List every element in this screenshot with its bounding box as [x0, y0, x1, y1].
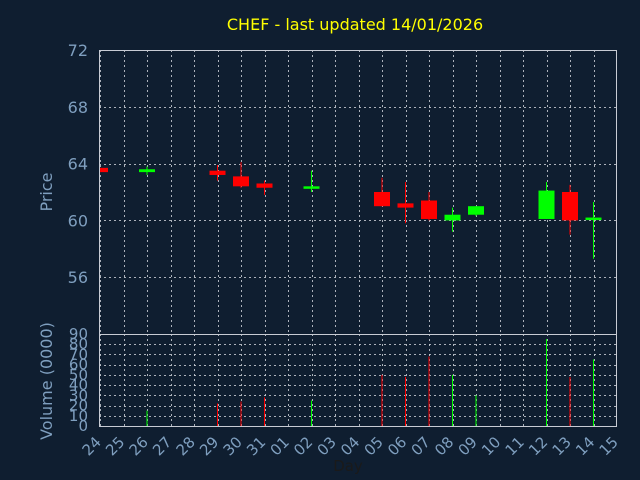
- candle-31: [256, 180, 273, 195]
- x-tick-label: 25: [102, 433, 128, 459]
- candle-body: [256, 183, 273, 188]
- x-tick-label: 05: [361, 433, 387, 459]
- candle-body: [303, 186, 320, 189]
- candle-14: [585, 201, 602, 259]
- volume-grid: [99, 334, 616, 427]
- price-tick-label: 72: [68, 41, 88, 60]
- x-tick-label: 02: [290, 433, 316, 459]
- volume-axis-label: Volume (0000): [37, 322, 56, 440]
- x-tick-label: 01: [267, 433, 293, 459]
- candle-02: [303, 170, 320, 192]
- x-tick-label: 07: [408, 433, 434, 459]
- x-tick-label: 24: [79, 433, 105, 459]
- candle-26: [139, 166, 155, 175]
- candle-08: [444, 207, 461, 232]
- price-axis-label: Price: [37, 172, 56, 211]
- volume-tick-label: 30: [69, 386, 88, 404]
- price-tick-label: 68: [68, 98, 88, 117]
- candle-09: [468, 206, 484, 217]
- x-axis-label: Day: [333, 457, 363, 475]
- candle-body: [233, 176, 249, 187]
- x-tick-label: 14: [572, 433, 598, 459]
- volume-tick-label: 60: [69, 356, 88, 374]
- candle-body: [538, 190, 555, 219]
- x-tick-label: 03: [314, 433, 340, 459]
- x-tick-label: 15: [596, 433, 622, 459]
- candle-body: [374, 192, 390, 207]
- x-tick-label: 29: [196, 433, 222, 459]
- candle-body: [421, 200, 437, 219]
- candle-05: [374, 177, 390, 207]
- x-tick-label: 11: [502, 433, 528, 459]
- x-tick-label: 27: [149, 433, 175, 459]
- candle-body: [397, 203, 414, 208]
- price-tick-label: 64: [68, 155, 88, 174]
- volume-tick-label: 50: [69, 366, 88, 384]
- volume-panel-frame: [99, 334, 617, 427]
- x-tick-label: 31: [243, 433, 269, 459]
- x-tick-label: 13: [549, 433, 575, 459]
- candle-30: [233, 162, 249, 188]
- price-tick-label: 56: [68, 268, 88, 287]
- x-ticks: 2425262728293031010203040506070809101112…: [79, 433, 622, 459]
- candle-body: [100, 167, 108, 173]
- candle-12: [538, 182, 555, 219]
- candle-body: [562, 192, 578, 221]
- volume-tick-label: 40: [69, 376, 88, 394]
- candle-body: [468, 206, 484, 215]
- x-tick-label: 06: [384, 433, 410, 459]
- volume-tick-label: 0: [78, 417, 88, 435]
- x-tick-label: 10: [478, 433, 504, 459]
- volume-tick-label: 10: [69, 407, 88, 425]
- x-tick-label: 09: [455, 433, 481, 459]
- candle-13: [562, 184, 578, 235]
- candle-29: [209, 165, 226, 181]
- x-tick-label: 26: [126, 433, 152, 459]
- candle-body: [444, 214, 461, 221]
- candle-body: [209, 170, 226, 175]
- candle-24: [99, 167, 108, 173]
- chart-title: CHEF - last updated 14/01/2026: [227, 15, 483, 34]
- x-tick-label: 28: [173, 433, 199, 459]
- x-tick-label: 08: [431, 433, 457, 459]
- candle-07: [421, 192, 437, 221]
- candle-06: [397, 182, 414, 224]
- candle-body: [139, 169, 155, 173]
- volume-tick-label: 90: [69, 325, 88, 343]
- volume-tick-label: 20: [69, 397, 88, 415]
- volume-bars: [146, 339, 594, 426]
- price-grid: [99, 50, 616, 334]
- volume-tick-label: 70: [69, 345, 88, 363]
- x-tick-label: 12: [525, 433, 551, 459]
- price-tick-label: 60: [68, 211, 88, 230]
- candle-body: [585, 217, 602, 221]
- price-candles: [99, 162, 602, 259]
- x-tick-label: 30: [220, 433, 246, 459]
- x-tick-label: 04: [337, 433, 363, 459]
- volume-tick-label: 80: [69, 335, 88, 353]
- price-y-ticks: 72 68 64 60 56: [68, 41, 88, 287]
